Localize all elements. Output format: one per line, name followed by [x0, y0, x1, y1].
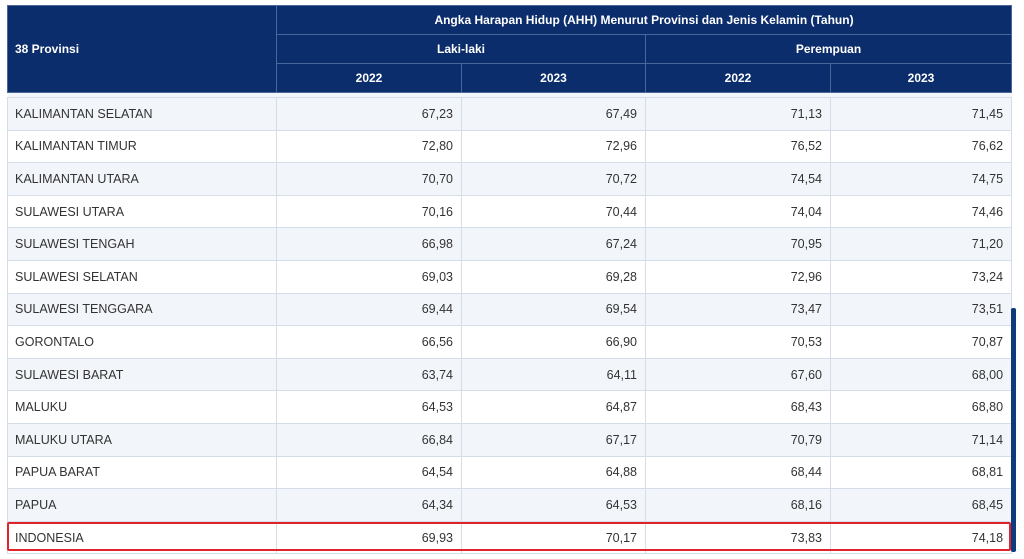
- life-expectancy-table: 38 Provinsi Angka Harapan Hidup (AHH) Me…: [7, 5, 1013, 555]
- value-cell: 69,28: [461, 259, 646, 294]
- table-row: MALUKU UTARA 66,84 67,17 70,79 71,14: [7, 422, 1013, 457]
- value-cell: 64,54: [276, 455, 462, 490]
- province-name: GORONTALO: [7, 325, 277, 359]
- value-cell: 70,70: [276, 162, 462, 196]
- value-cell: 68,43: [645, 390, 831, 424]
- table-row: KALIMANTAN TIMUR 72,80 72,96 76,52 76,62: [7, 129, 1013, 164]
- value-cell: 68,44: [645, 455, 831, 490]
- value-cell: 64,87: [461, 390, 646, 424]
- value-cell: 64,88: [461, 455, 646, 490]
- year-header: 2022: [276, 63, 462, 93]
- value-cell: 73,24: [829, 259, 1013, 294]
- value-cell: 67,60: [645, 357, 831, 392]
- value-cell: 64,53: [276, 390, 462, 424]
- table-row: SULAWESI TENGGARA 69,44 69,54 73,47 73,51: [7, 292, 1013, 327]
- table-row: KALIMANTAN UTARA 70,70 70,72 74,54 74,75: [7, 162, 1013, 196]
- value-cell: 73,83: [645, 520, 831, 555]
- vertical-scrollbar[interactable]: [1011, 308, 1016, 552]
- province-name: MALUKU UTARA: [7, 422, 277, 457]
- value-cell: 76,52: [645, 129, 831, 164]
- province-name: KALIMANTAN UTARA: [7, 162, 277, 196]
- province-name: KALIMANTAN SELATAN: [7, 97, 277, 131]
- indonesia-row-highlight: [7, 522, 1011, 551]
- value-cell: 76,62: [829, 129, 1013, 164]
- value-cell: 66,98: [276, 227, 462, 261]
- province-name: KALIMANTAN TIMUR: [7, 129, 277, 164]
- province-name: SULAWESI TENGGARA: [7, 292, 277, 327]
- province-name: SULAWESI BARAT: [7, 357, 277, 392]
- value-cell: 70,17: [461, 520, 646, 555]
- value-cell: 72,96: [645, 259, 831, 294]
- value-cell: 70,16: [276, 194, 462, 229]
- value-cell: 67,23: [276, 97, 462, 131]
- value-cell: 70,79: [645, 422, 831, 457]
- table-row: MALUKU 64,53 64,87 68,43 68,80: [7, 390, 1013, 424]
- table-row-total: INDONESIA 69,93 70,17 73,83 74,18: [7, 520, 1013, 555]
- table-title-header: Angka Harapan Hidup (AHH) Menurut Provin…: [275, 5, 1013, 35]
- value-cell: 66,90: [461, 325, 646, 359]
- table-row: SULAWESI SELATAN 69,03 69,28 72,96 73,24: [7, 259, 1013, 294]
- value-cell: 71,13: [645, 97, 831, 131]
- value-cell: 71,45: [829, 97, 1013, 131]
- value-cell: 68,80: [829, 390, 1013, 424]
- province-name: PAPUA: [7, 488, 277, 522]
- year-header: 2023: [461, 63, 646, 93]
- value-cell: 71,14: [829, 422, 1013, 457]
- value-cell: 74,18: [829, 520, 1013, 555]
- value-cell: 68,00: [829, 357, 1013, 392]
- value-cell: 68,81: [829, 455, 1013, 490]
- value-cell: 66,84: [276, 422, 462, 457]
- value-cell: 69,44: [276, 292, 462, 327]
- year-header: 2022: [645, 63, 831, 93]
- value-cell: 68,45: [829, 488, 1013, 522]
- male-group-header: Laki-laki: [276, 34, 646, 64]
- value-cell: 70,72: [461, 162, 646, 196]
- value-cell: 69,93: [276, 520, 462, 555]
- province-name: SULAWESI TENGAH: [7, 227, 277, 261]
- spacer: [7, 92, 1012, 98]
- table-row: SULAWESI TENGAH 66,98 67,24 70,95 71,20: [7, 227, 1013, 261]
- female-group-header: Perempuan: [644, 34, 1013, 64]
- province-name: SULAWESI SELATAN: [7, 259, 277, 294]
- value-cell: 74,54: [645, 162, 831, 196]
- value-cell: 69,03: [276, 259, 462, 294]
- value-cell: 64,53: [461, 488, 646, 522]
- table-row: GORONTALO 66,56 66,90 70,53 70,87: [7, 325, 1013, 359]
- value-cell: 70,87: [829, 325, 1013, 359]
- province-name: SULAWESI UTARA: [7, 194, 277, 229]
- value-cell: 74,04: [645, 194, 831, 229]
- value-cell: 70,44: [461, 194, 646, 229]
- province-name: PAPUA BARAT: [7, 455, 277, 490]
- value-cell: 74,75: [829, 162, 1013, 196]
- value-cell: 74,46: [829, 194, 1013, 229]
- table-row: KALIMANTAN SELATAN 67,23 67,49 71,13 71,45: [7, 97, 1013, 131]
- value-cell: 64,11: [461, 357, 646, 392]
- value-cell: 66,56: [276, 325, 462, 359]
- value-cell: 73,47: [645, 292, 831, 327]
- value-cell: 69,54: [461, 292, 646, 327]
- table-row: SULAWESI BARAT 63,74 64,11 67,60 68,00: [7, 357, 1013, 392]
- value-cell: 72,96: [461, 129, 646, 164]
- value-cell: 73,51: [829, 292, 1013, 327]
- value-cell: 71,20: [829, 227, 1013, 261]
- table-row: PAPUA BARAT 64,54 64,88 68,44 68,81: [7, 455, 1013, 490]
- value-cell: 63,74: [276, 357, 462, 392]
- province-name: INDONESIA: [7, 520, 277, 555]
- value-cell: 70,53: [645, 325, 831, 359]
- value-cell: 67,24: [461, 227, 646, 261]
- year-header: 2023: [829, 63, 1013, 93]
- table-row: SULAWESI UTARA 70,16 70,44 74,04 74,46: [7, 194, 1013, 229]
- value-cell: 67,49: [461, 97, 646, 131]
- value-cell: 72,80: [276, 129, 462, 164]
- value-cell: 70,95: [645, 227, 831, 261]
- value-cell: 64,34: [276, 488, 462, 522]
- value-cell: 67,17: [461, 422, 646, 457]
- province-name: MALUKU: [7, 390, 277, 424]
- table-row: PAPUA 64,34 64,53 68,16 68,45: [7, 488, 1013, 522]
- data-table-container: 38 Provinsi Angka Harapan Hidup (AHH) Me…: [7, 5, 1013, 555]
- value-cell: 68,16: [645, 488, 831, 522]
- province-column-header: 38 Provinsi: [7, 5, 277, 93]
